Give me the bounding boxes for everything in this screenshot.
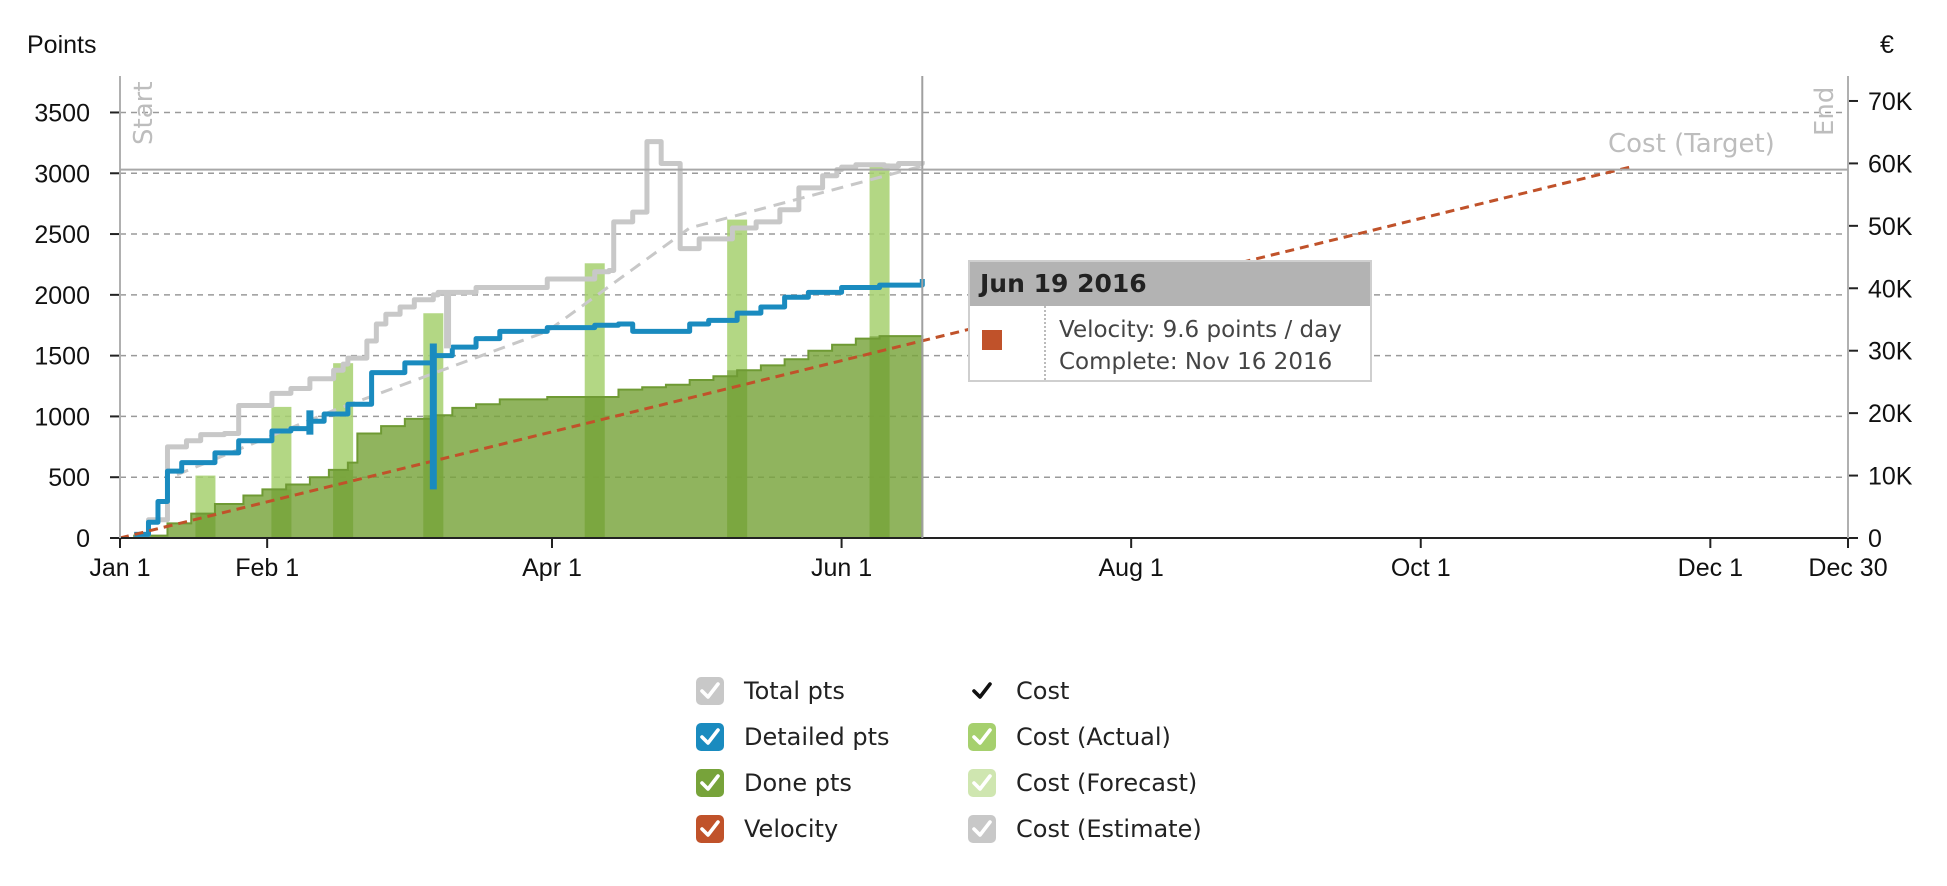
checkmark-icon: [700, 774, 720, 791]
checkbox-icon[interactable]: [968, 677, 996, 705]
checkmark-icon: [972, 728, 992, 745]
legend-label: Cost (Forecast): [1016, 769, 1198, 797]
legend-item-cost-actual[interactable]: Cost (Actual): [968, 714, 1202, 760]
checkbox-icon[interactable]: [696, 723, 724, 751]
start-marker-label: Start: [129, 81, 159, 145]
checkbox-icon[interactable]: [968, 769, 996, 797]
burnup-chart: Points € 0 500 1000 1500 2000 2500 3000 3500 0 10…: [27, 31, 1913, 582]
y-right-tick-label: 30K: [1868, 338, 1913, 366]
y-right-tick-label: 70K: [1868, 88, 1913, 116]
y-right-tick-label: 0: [1868, 525, 1882, 553]
legend-column-cost: Cost Cost (Actual) Cost (Forecast) Cost …: [968, 668, 1202, 852]
left-axis-title: Points: [27, 31, 96, 59]
tooltip-complete: Complete: Nov 16 2016: [1059, 349, 1333, 375]
velocity-tooltip: Jun 19 2016 Velocity: 9.6 points / day C…: [968, 260, 1372, 382]
checkbox-icon[interactable]: [696, 677, 724, 705]
tooltip-swatch-column: [970, 306, 1046, 380]
legend-label: Velocity: [744, 815, 839, 843]
checkmark-icon: [700, 682, 720, 699]
checkmark-icon: [700, 820, 720, 837]
legend-item-total-pts[interactable]: Total pts: [696, 668, 889, 714]
checkbox-icon[interactable]: [968, 723, 996, 751]
axes: 0 500 1000 1500 2000 2500 3000 3500 0 10K 20K 30K 40…: [34, 76, 1913, 582]
legend-item-velocity[interactable]: Velocity: [696, 806, 889, 852]
y-left-tick-label: 3500: [34, 99, 90, 127]
checkmark-icon: [700, 728, 720, 745]
x-tick-label: Apr 1: [522, 554, 582, 582]
y-left-tick-label: 1000: [34, 403, 90, 431]
right-axis-title: €: [1880, 31, 1894, 59]
legend-label: Detailed pts: [744, 723, 890, 751]
legend-item-cost-forecast[interactable]: Cost (Forecast): [968, 760, 1202, 806]
y-right-tick-label: 50K: [1868, 213, 1913, 241]
x-tick-label: Jun 1: [811, 554, 872, 582]
checkbox-icon[interactable]: [968, 815, 996, 843]
checkbox-icon[interactable]: [696, 815, 724, 843]
tooltip-velocity: Velocity: 9.6 points / day: [1059, 317, 1342, 343]
y-right-tick-label: 60K: [1868, 150, 1913, 178]
chart-canvas: Points € 0 500 1000 1500 2000 2500 3000 3500 0 10…: [27, 31, 1913, 582]
legend-label: Done pts: [744, 769, 852, 797]
x-tick-label: Feb 1: [235, 554, 299, 582]
series-total-pts: [134, 139, 925, 537]
legend-label: Cost: [1016, 677, 1070, 705]
x-tick-label: Oct 1: [1391, 554, 1451, 582]
tooltip-date: Jun 19 2016: [970, 262, 1370, 306]
y-right-tick-label: 10K: [1868, 463, 1913, 491]
series-detailed-pts: [134, 279, 925, 537]
legend-label: Total pts: [744, 677, 845, 705]
tooltip-body: Velocity: 9.6 points / day Complete: Nov…: [1059, 314, 1342, 378]
checkmark-icon: [972, 774, 992, 791]
y-left-tick-label: 1500: [34, 343, 90, 371]
chart-legend: Total pts Detailed pts Done pts Velocity…: [696, 668, 1256, 858]
chart-markers: Start End Cost (Target): [119, 76, 1849, 538]
legend-column-points: Total pts Detailed pts Done pts Velocity: [696, 668, 889, 852]
y-left-tick-label: 0: [76, 525, 90, 553]
legend-label: Cost (Actual): [1016, 723, 1171, 751]
legend-item-cost-estimate[interactable]: Cost (Estimate): [968, 806, 1202, 852]
y-left-tick-label: 2500: [34, 221, 90, 249]
checkbox-icon[interactable]: [696, 769, 724, 797]
y-left-tick-label: 3000: [34, 160, 90, 188]
checkmark-icon: [972, 820, 992, 837]
x-tick-label: Aug 1: [1098, 554, 1163, 582]
checkmark-icon: [972, 682, 992, 699]
y-right-tick-label: 20K: [1868, 400, 1913, 428]
legend-item-cost[interactable]: Cost: [968, 668, 1202, 714]
x-tick-label: Jan 1: [89, 554, 150, 582]
x-tick-label: Dec 30: [1808, 554, 1887, 582]
tooltip-velocity-swatch: [982, 330, 1002, 350]
end-marker-label: End: [1810, 87, 1840, 136]
y-left-tick-label: 500: [48, 464, 90, 492]
legend-item-detailed-pts[interactable]: Detailed pts: [696, 714, 889, 760]
legend-label: Cost (Estimate): [1016, 815, 1202, 843]
y-left-tick-label: 2000: [34, 282, 90, 310]
cost-target-label: Cost (Target): [1608, 129, 1775, 159]
y-right-tick-label: 40K: [1868, 275, 1913, 303]
legend-item-done-pts[interactable]: Done pts: [696, 760, 889, 806]
x-tick-label: Dec 1: [1678, 554, 1743, 582]
